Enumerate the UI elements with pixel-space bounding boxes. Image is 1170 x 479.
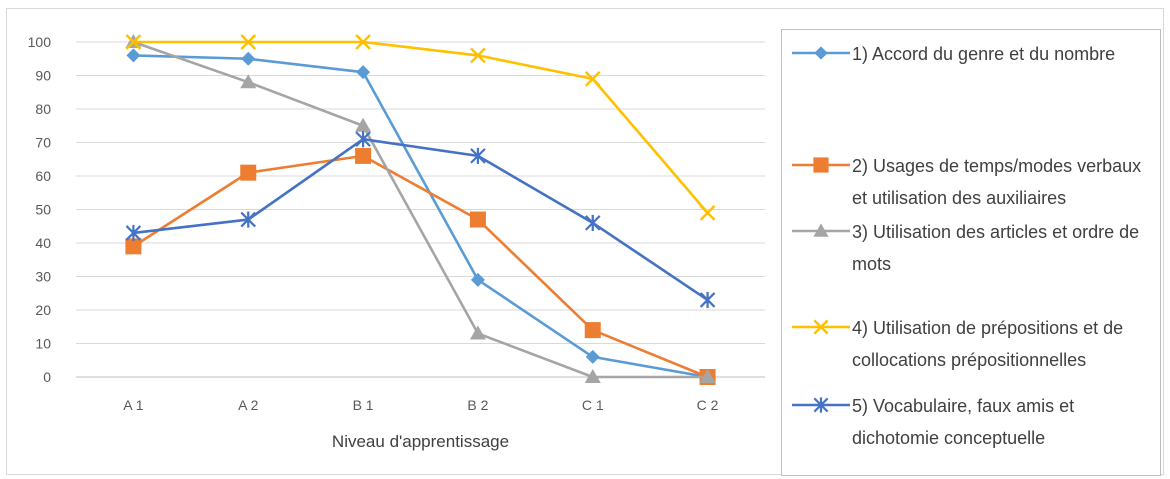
legend-label-5: 5) Vocabulaire, faux amis et dichotomie … [852,396,1075,448]
x-tick-label-4: C 1 [582,397,604,413]
series-3-point-5 [699,369,716,383]
series-3-point-1 [240,74,257,89]
series-1-point-0 [126,48,141,63]
series-2-point-2 [355,147,372,164]
legend-label-3: 3) Utilisation des articles et ordre de … [852,222,1140,274]
x-tick-label-3: B 2 [467,397,488,413]
series-2-point-4 [584,322,601,339]
series-4 [125,34,716,221]
legend-swatch-marker-4 [813,319,829,335]
y-tick-label-40: 40 [35,235,51,251]
y-tick-label-70: 70 [35,135,51,151]
chart-frame: 0 10 20 30 40 50 60 70 80 90 100 A 1 A 2 B 1 B 2 C 1 C 2… [6,8,1164,476]
series-4-point-1 [240,34,257,50]
x-tick-label-0: A 1 [123,397,143,413]
series-4-point-2 [355,34,371,50]
series-1-point-2 [356,65,371,80]
series-3-point-4 [584,369,601,383]
legend-swatch-5 [792,397,850,413]
series-5-point-2 [355,131,371,148]
x-tick-label-1: A 2 [238,397,258,413]
y-tick-label-50: 50 [35,202,51,218]
legend: 1) Accord du genre et du nombre 2) Usages… [781,29,1161,476]
series-5-point-0 [125,224,142,241]
series-2-point-0 [125,238,142,255]
series-1-point-1 [241,51,256,66]
series-2-point-1 [240,164,257,181]
series-2-line [132,154,709,379]
y-tick-label-0: 0 [43,369,51,385]
legend-swatch-marker-3 [813,223,829,237]
series-4-point-4 [584,71,601,87]
series-4-point-0 [125,34,142,50]
legend-swatch-marker-1 [814,46,828,60]
y-tick-label-90: 90 [35,68,51,84]
series-4-point-3 [470,47,486,64]
y-tick-label-80: 80 [35,101,51,117]
legend-swatch-1 [792,46,850,60]
legend-swatch-marker-2 [813,157,829,173]
x-axis-title: Niveau d'apprentissage [332,432,509,451]
x-tick-label-2: B 1 [353,397,374,413]
y-tick-label-20: 20 [35,302,51,318]
series-5-line [133,137,709,302]
legend-label-2: 2) Usages de temps/modes verbaux et util… [852,156,1142,208]
series-5-point-5 [699,291,716,308]
y-tick-label-30: 30 [35,269,51,285]
legend-swatch-marker-5 [813,397,829,413]
x-tick-label-5: C 2 [697,397,719,413]
series-2-point-3 [469,211,486,228]
legend-label-4: 4) Utilisation de prépositions et de col… [852,318,1124,370]
series-1-point-3 [470,272,485,287]
series-5-point-3 [470,147,486,164]
series-5 [125,131,716,308]
series-5-point-4 [584,214,601,231]
series-1 [126,48,715,384]
series-3 [125,34,716,383]
y-tick-label-60: 60 [35,168,51,184]
series-4-point-5 [699,205,716,221]
y-tick-label-10: 10 [35,336,51,352]
y-tick-label-100: 100 [28,34,52,50]
legend-label-1: 1) Accord du genre et du nombre [852,44,1116,64]
series-3-point-2 [355,117,372,132]
series-3-point-3 [469,325,486,340]
legend-swatch-4 [792,319,850,335]
series-5-point-1 [240,211,257,228]
legend-swatch-2 [792,157,850,173]
line-chart: 0 10 20 30 40 50 60 70 80 90 100 A 1 A 2 B 1 B 2 C 1 C 2… [28,34,765,451]
legend-swatch-3 [792,223,850,237]
series-3-line [132,40,708,379]
series-1-point-4 [585,349,600,364]
series-1-line [133,54,708,379]
series-4-line [133,40,709,214]
series-2 [125,147,716,385]
